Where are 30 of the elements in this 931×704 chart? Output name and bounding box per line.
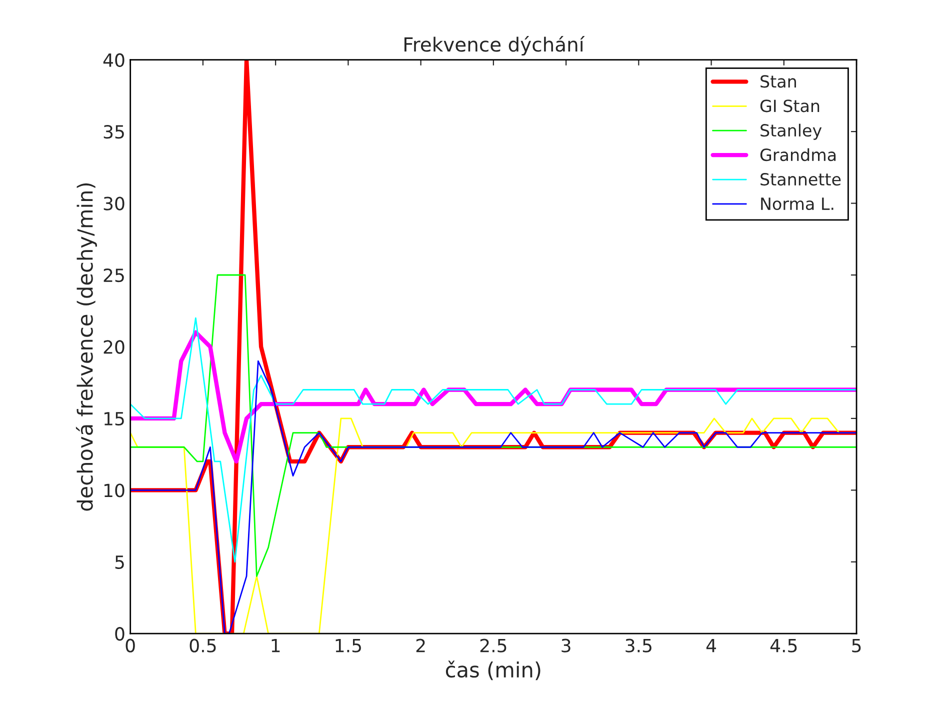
legend-label: Stanley <box>760 124 822 140</box>
x-tick-label: 2 <box>416 638 425 652</box>
y-tick-label: 25 <box>104 268 124 282</box>
y-axis-title: dechová frekvence (dechy/min) <box>76 183 97 511</box>
x-tick-label: 3.5 <box>626 638 652 652</box>
line-series <box>130 317 857 563</box>
x-tick-label: 2.5 <box>480 638 506 652</box>
legend-label: Stannette <box>760 172 841 186</box>
legend-label: Stan <box>760 75 796 88</box>
legend-label: Grandma <box>760 148 836 162</box>
x-tick-label: 0.5 <box>190 638 216 652</box>
x-tick-label: 4 <box>706 639 716 652</box>
y-tick-label: 5 <box>115 556 124 569</box>
y-tick-label: 15 <box>104 412 124 426</box>
y-tick-label: 40 <box>103 53 124 67</box>
x-tick-label: 1 <box>272 639 280 652</box>
y-tick-label: 35 <box>104 125 124 139</box>
y-tick-label: 0 <box>115 627 124 641</box>
y-tick-label: 20 <box>104 340 124 354</box>
chart-title: Frekvence dýchání <box>404 36 585 56</box>
x-tick-label: 5 <box>852 639 861 652</box>
y-tick-label: 10 <box>104 484 124 498</box>
legend-label: Norma L. <box>761 198 834 210</box>
x-tick-label: 3 <box>562 638 570 652</box>
x-tick-label: 0 <box>126 638 135 652</box>
x-tick-label: 1.5 <box>336 639 361 652</box>
y-tick-label: 30 <box>104 196 124 210</box>
legend-label: GI Stan <box>760 100 820 112</box>
x-tick-label: 4.5 <box>770 639 797 652</box>
x-axis-title: čas (min) <box>446 660 540 680</box>
